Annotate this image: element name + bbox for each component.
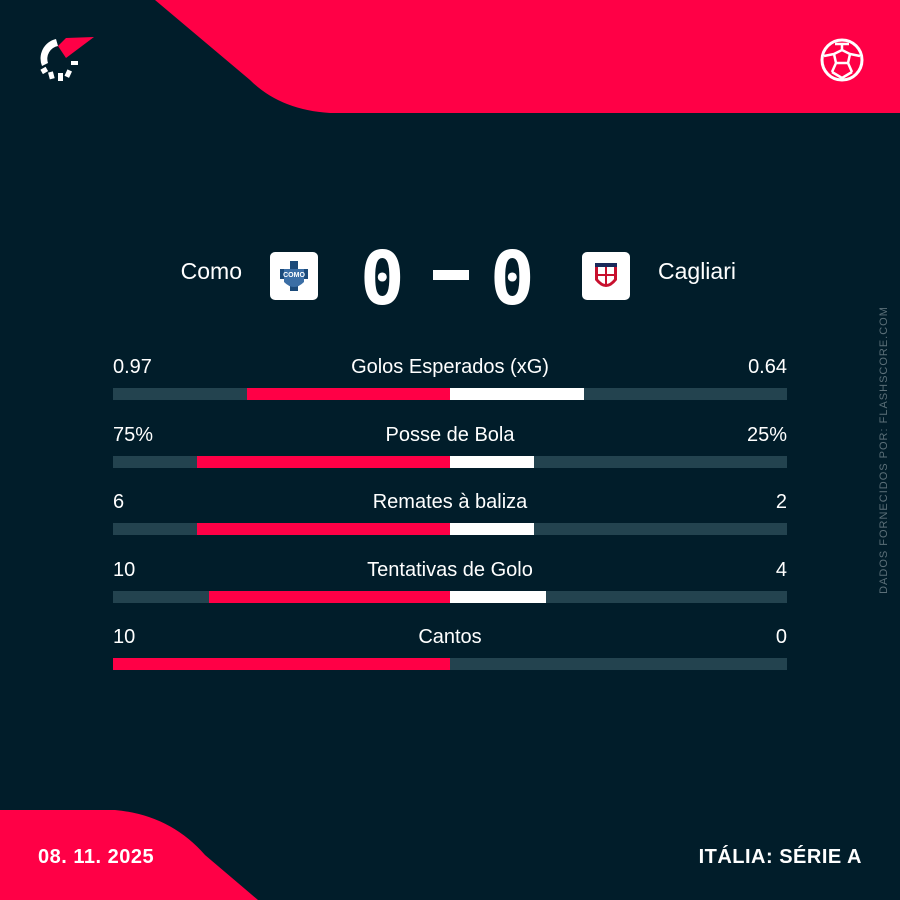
stat-home-value: 10 xyxy=(113,558,136,581)
stat-home-value: 10 xyxy=(113,626,136,648)
away-score: 0 xyxy=(490,236,537,322)
stat-away-value: 0.64 xyxy=(748,356,787,378)
home-team-badge: COMO xyxy=(270,252,318,300)
stat-home-value: 75% xyxy=(113,423,154,446)
score-separator xyxy=(433,270,469,280)
stat-away-value: 25% xyxy=(746,423,787,446)
stat-row: 0.97 Golos Esperados (xG) 0.64 xyxy=(113,356,787,416)
stat-bar-away xyxy=(450,388,584,400)
stat-bar-away xyxy=(450,590,547,603)
stat-bar-track xyxy=(113,658,787,670)
away-team-name: Cagliari xyxy=(658,258,736,284)
stat-bar-home xyxy=(246,388,450,400)
stat-bar-home xyxy=(113,658,450,670)
competition-name: ITÁLIA: SÉRIE A xyxy=(698,846,862,868)
stat-away-value: 4 xyxy=(775,558,787,581)
stat-label: Tentativas de Golo xyxy=(367,558,533,581)
away-team-badge xyxy=(582,252,630,300)
football-icon xyxy=(820,38,864,82)
stat-label: Golos Esperados (xG) xyxy=(351,356,549,378)
match-date: 08. 11. 2025 xyxy=(38,846,155,868)
data-credit: DADOS FORNECIDOS POR: FLASHSCORE.COM xyxy=(878,306,890,594)
stat-bar-track xyxy=(113,590,787,603)
home-team-name: Como xyxy=(180,258,242,284)
stat-row: 75% Posse de Bola 25% xyxy=(113,424,787,484)
header-red-shape xyxy=(155,0,900,113)
stat-label: Remates à baliza xyxy=(372,491,528,513)
stat-row: 6 Remates à baliza 2 xyxy=(113,491,787,551)
stat-away-value: 2 xyxy=(775,491,787,513)
stat-label: Cantos xyxy=(418,626,482,648)
stat-bar-track xyxy=(113,523,787,535)
stat-away-value: 0 xyxy=(775,626,787,648)
footer-red-shape xyxy=(0,810,258,900)
stat-bar-track xyxy=(113,388,787,400)
stat-label: Posse de Bola xyxy=(385,423,515,446)
stat-row: 10 Tentativas de Golo 4 xyxy=(113,559,787,619)
stat-bar-track xyxy=(113,455,787,468)
stat-bar-home xyxy=(197,455,450,468)
stat-bar-away xyxy=(450,455,535,468)
flashscore-logo xyxy=(40,37,94,81)
home-score: 0 xyxy=(360,236,407,322)
stat-bar-home xyxy=(197,523,450,535)
stat-row: 10 Cantos 0 xyxy=(113,626,787,686)
stat-bar-home xyxy=(209,590,450,603)
stat-bar-away xyxy=(450,523,535,535)
svg-text:COMO: COMO xyxy=(283,272,305,279)
stat-home-value: 6 xyxy=(113,491,125,513)
stat-home-value: 0.97 xyxy=(113,356,152,378)
